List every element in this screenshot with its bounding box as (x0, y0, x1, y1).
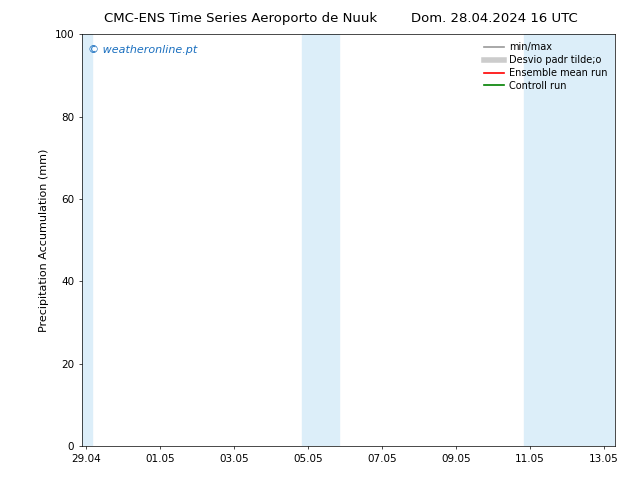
Text: © weatheronline.pt: © weatheronline.pt (87, 45, 197, 54)
Bar (302, 34, 339, 446)
Text: CMC-ENS Time Series Aeroporto de Nuuk: CMC-ENS Time Series Aeroporto de Nuuk (105, 12, 377, 25)
Legend: min/max, Desvio padr tilde;o, Ensemble mean run, Controll run: min/max, Desvio padr tilde;o, Ensemble m… (481, 39, 610, 94)
Y-axis label: Precipitation Accumulation (mm): Precipitation Accumulation (mm) (39, 148, 49, 332)
Bar (524, 34, 615, 446)
Text: Dom. 28.04.2024 16 UTC: Dom. 28.04.2024 16 UTC (411, 12, 578, 25)
Bar (82, 34, 92, 446)
